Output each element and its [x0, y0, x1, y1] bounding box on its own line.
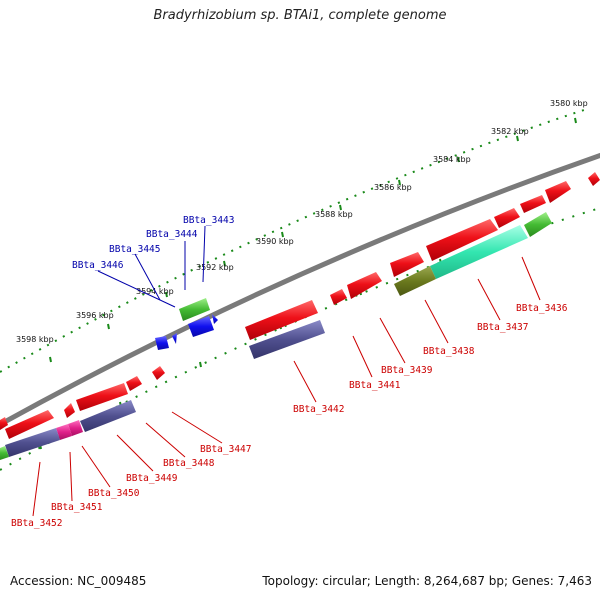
forward-strand-genes: [0, 172, 600, 439]
gene-arrow-bbta3449: [5, 410, 54, 439]
kbp-label: 3584 kbp: [433, 155, 471, 164]
gene-arrow: [126, 376, 142, 391]
gene-label: BBta_3438: [423, 346, 475, 357]
gene-label: BBta_3444: [146, 229, 198, 240]
gene-label: BBta_3437: [477, 322, 528, 333]
gene-arrow-bbta3447: [76, 383, 128, 411]
cog-block-purple: [80, 400, 136, 432]
gene-arrow-small: [172, 333, 177, 344]
gene-label: BBta_3447: [200, 444, 251, 455]
cog-block-green: [524, 212, 552, 237]
cog-block-purple: [5, 428, 60, 457]
gene-arrow: [494, 208, 520, 228]
gene-label: BBta_3443: [183, 215, 234, 226]
cog-block-magenta: [68, 420, 83, 436]
kbp-label: 3598 kbp: [16, 335, 54, 344]
cog-blocks: [0, 212, 552, 460]
red-leader-lines: [32, 256, 541, 517]
gene-arrow: [347, 272, 382, 299]
gene-arrow-bbta3444: [188, 316, 214, 337]
gene-arrow: [588, 172, 600, 186]
accession-text: Accession: NC_009485: [10, 574, 147, 588]
gene-arrow: [330, 289, 347, 305]
kbp-label: 3586 kbp: [374, 183, 412, 192]
cog-block-cyan: [430, 225, 528, 279]
kbp-label: 3580 kbp: [550, 99, 588, 108]
map-title: Bradyrhizobium sp. BTAi1, complete genom…: [153, 8, 447, 23]
cog-block-magenta: [56, 424, 72, 440]
gene-label: BBta_3449: [126, 473, 178, 484]
gene-arrow-bbta3446: [155, 336, 169, 350]
kbp-label: 3590 kbp: [256, 237, 294, 246]
cog-block-olive: [394, 266, 436, 296]
gene-arrow: [0, 417, 8, 430]
blue-leader-lines: [97, 225, 206, 308]
gene-label: BBta_3448: [163, 458, 215, 469]
outer-tick-track: [0, 107, 591, 373]
gene-label: BBta_3450: [88, 488, 140, 499]
gene-arrow-bbta3438: [426, 219, 498, 261]
kbp-label: 3588 kbp: [315, 210, 353, 219]
kbp-label: 3582 kbp: [491, 127, 529, 136]
gene-label: BBta_3451: [51, 502, 103, 513]
gene-arrow-bbta3441: [245, 300, 318, 340]
genome-backbone: [0, 152, 600, 428]
kbp-label: 3596 kbp: [76, 311, 114, 320]
gene-label: BBta_3436: [516, 303, 568, 314]
gene-label: BBta_3439: [381, 365, 433, 376]
gene-arrow: [520, 195, 546, 213]
gene-arrow: [390, 252, 424, 277]
topology-text: Topology: circular; Length: 8,264,687 bp…: [262, 574, 592, 588]
outer-genes: [155, 298, 218, 350]
gene-label: BBta_3446: [72, 260, 124, 271]
gene-label: BBta_3442: [293, 404, 344, 415]
gene-arrow: [152, 366, 165, 380]
gene-arrow-small: [212, 314, 218, 324]
gene-label: BBta_3441: [349, 380, 401, 391]
gene-label: BBta_3452: [11, 518, 62, 529]
gene-block-bbta3443: [179, 298, 210, 321]
gene-arrow: [545, 181, 571, 203]
cog-block-green: [0, 446, 9, 460]
red-gene-labels: BBta_3436 BBta_3437 BBta_3438 BBta_3439 …: [11, 303, 568, 529]
gene-arrow: [64, 403, 75, 418]
blue-gene-labels: BBta_3443 BBta_3444 BBta_3445 BBta_3446: [72, 215, 234, 271]
gene-label: BBta_3445: [109, 244, 160, 255]
cog-block-purple: [249, 320, 325, 359]
kbp-label: 3592 kbp: [196, 263, 234, 272]
